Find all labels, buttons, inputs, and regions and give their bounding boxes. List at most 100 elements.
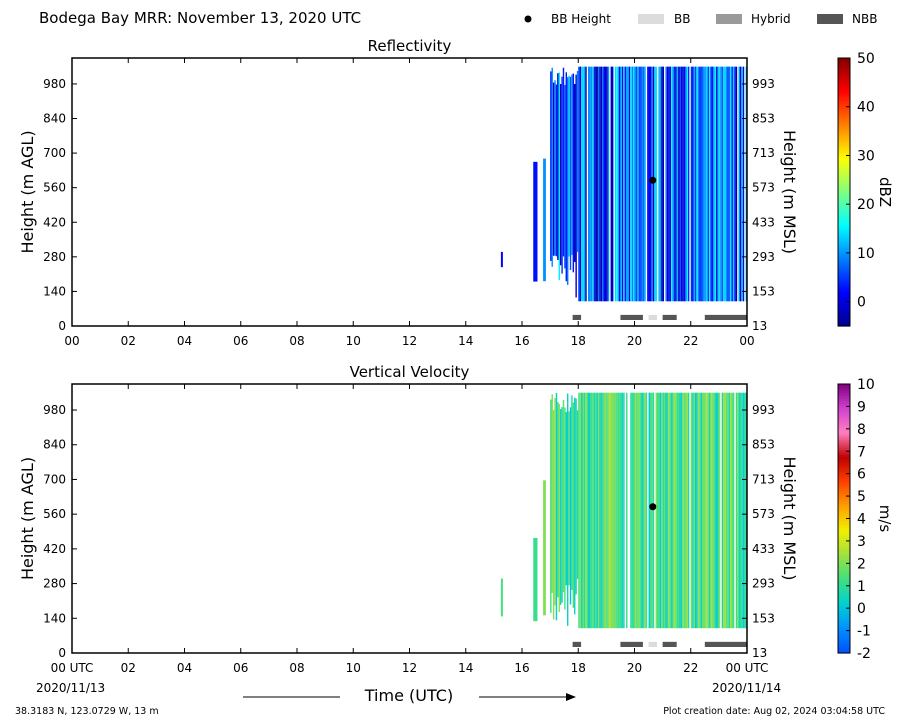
colorbar-segment	[838, 638, 850, 642]
data-strip	[675, 66, 677, 302]
data-strip	[590, 66, 593, 302]
x-tick-label: 20	[627, 334, 642, 348]
data-strip	[732, 392, 735, 629]
data-strip	[562, 399, 565, 593]
colorbar-segment	[838, 135, 850, 139]
colorbar-segment	[838, 277, 850, 281]
y-tick-label: 280	[43, 250, 66, 264]
colorbar-segment	[838, 579, 850, 583]
colorbar-segment	[838, 228, 850, 232]
data-strip	[581, 66, 583, 302]
colorbar-segment	[838, 484, 850, 488]
colorbar-segment	[838, 586, 850, 591]
data-strip	[561, 76, 563, 274]
colorbar-segment	[838, 221, 850, 225]
y-axis-label: Height (m AGL)	[18, 457, 37, 580]
colorbar-segment	[838, 245, 850, 249]
colorbar-segment	[838, 84, 850, 88]
data-strip	[574, 83, 576, 263]
x-tick-label: 00	[64, 334, 79, 348]
data-strip	[710, 392, 712, 629]
data-strip	[679, 66, 681, 302]
data-strip	[612, 66, 614, 302]
data-strip	[675, 392, 677, 629]
colorbar-segment	[838, 564, 850, 569]
data-strip	[552, 82, 555, 256]
y-tick-label: 0	[58, 319, 66, 333]
data-strip	[686, 392, 688, 629]
data-strip	[607, 66, 610, 302]
colorbar-segment	[838, 157, 850, 161]
bb-height-point	[649, 176, 657, 184]
data-strip	[633, 66, 635, 302]
data-strip	[592, 392, 594, 629]
colorbar-segment	[838, 450, 850, 454]
data-strip	[604, 392, 607, 629]
colorbar-tick-label: 9	[857, 399, 866, 415]
bb-class-bar-nbb	[704, 314, 747, 320]
data-strip	[716, 66, 718, 302]
legend-swatch-nbb	[817, 14, 843, 24]
colorbar-segment	[838, 133, 850, 137]
colorbar-segment	[838, 415, 850, 419]
data-strip	[718, 66, 721, 302]
legend-swatch-hybrid	[716, 14, 742, 24]
data-strip	[568, 75, 570, 257]
colorbar-segment	[838, 58, 850, 62]
y2-tick-label: 853	[752, 438, 775, 452]
colorbar-segment	[838, 155, 850, 159]
y2-tick-label: 13	[752, 319, 767, 333]
data-strip	[559, 83, 562, 266]
colorbar-segment	[838, 643, 850, 647]
data-strip	[694, 66, 697, 302]
colorbar-segment	[838, 260, 850, 264]
colorbar-segment	[838, 282, 850, 286]
colorbar-segment	[838, 211, 850, 215]
bb-height-point	[649, 503, 657, 511]
data-strip	[551, 394, 553, 593]
data-strip	[557, 73, 559, 260]
data-strip	[728, 392, 731, 629]
colorbar-segment	[838, 388, 850, 392]
x-tick-label: 10	[346, 334, 361, 348]
colorbar-tick-label: 6	[857, 467, 866, 483]
colorbar-segment	[838, 279, 850, 283]
data-strip	[593, 66, 596, 302]
colorbar-segment	[838, 101, 850, 105]
colorbar-segment	[838, 572, 850, 576]
data-strip	[690, 392, 693, 629]
data-strip	[596, 392, 598, 629]
colorbar-segment	[838, 240, 850, 244]
x-tick-label: 04	[177, 334, 192, 348]
y2-tick-label: 153	[752, 284, 775, 298]
y2-tick-label: 573	[752, 507, 775, 521]
location-text: 38.3183 N, 123.0729 W, 13 m	[15, 706, 159, 717]
colorbar-segment	[838, 170, 850, 174]
data-strip	[649, 66, 652, 302]
colorbar-tick-label: 8	[857, 422, 866, 438]
data-strip	[738, 392, 740, 629]
data-strip	[666, 392, 669, 629]
data-strip	[728, 66, 731, 302]
data-strip	[607, 392, 610, 629]
data-strip	[606, 66, 608, 302]
colorbar-segment	[838, 523, 850, 527]
data-strip	[628, 66, 631, 302]
colorbar-segment	[838, 250, 850, 254]
data-strip	[621, 66, 624, 302]
data-strip	[735, 392, 738, 629]
data-strip	[734, 66, 736, 302]
data-strip	[648, 66, 650, 302]
colorbar-tick-label: 3	[857, 534, 866, 550]
colorbar-tick-label: 10	[857, 377, 875, 393]
colorbar-segment	[838, 267, 850, 271]
data-strip	[662, 392, 665, 629]
data-strip	[724, 392, 726, 629]
data-strip	[724, 66, 726, 302]
colorbar-segment	[838, 189, 850, 193]
end-date-label: 2020/11/14	[712, 681, 781, 695]
colorbar-segment	[838, 262, 850, 266]
data-strip	[578, 66, 580, 302]
data-strip	[676, 392, 679, 629]
colorbar-segment	[838, 406, 850, 410]
